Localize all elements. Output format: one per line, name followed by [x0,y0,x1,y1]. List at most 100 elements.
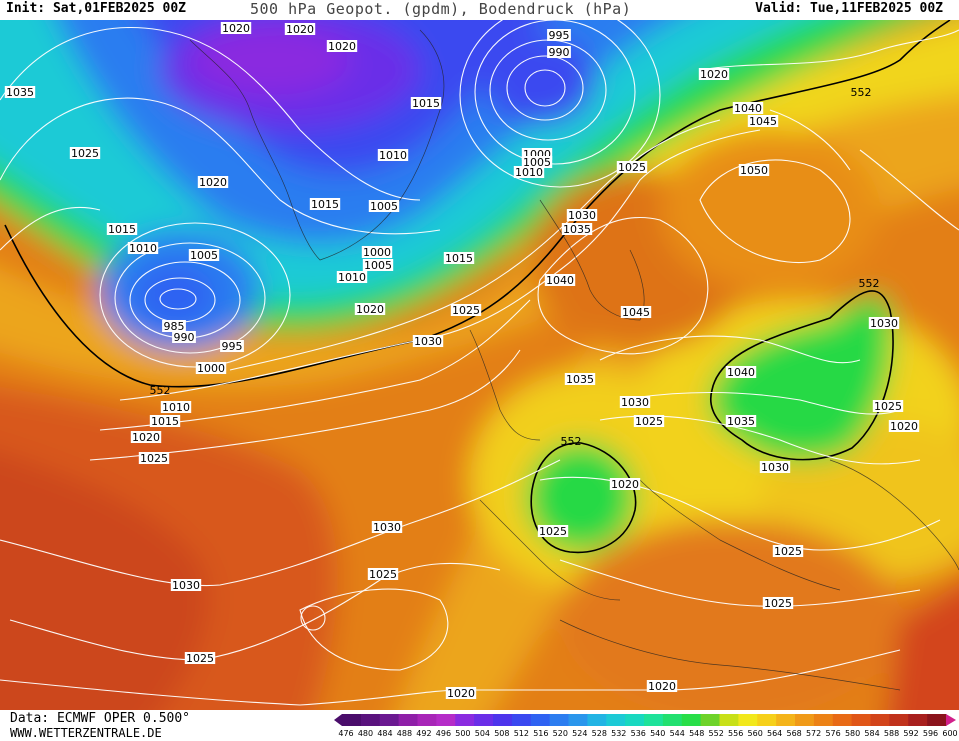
colorbar-tick-label: 532 [611,729,627,738]
pressure-label-text: 1005 [523,156,551,169]
colorbar-tick-label: 520 [552,729,568,738]
isobars [0,20,959,706]
pressure-label: 1005 [368,200,400,213]
pressure-label-text: 1020 [611,478,639,491]
pressure-label: 1020 [197,176,229,189]
colorbar-segment [474,714,494,726]
colorbar-tick-label: 508 [494,729,510,738]
data-source: Data: ECMWF OPER 0.500° [10,711,191,726]
pressure-label: 1010 [127,242,159,255]
height-label: 552 [150,384,171,397]
pressure-label-text: 1020 [328,40,356,53]
colorbar-tick-label: 568 [786,729,802,738]
pressure-label: 1005 [362,259,394,272]
colorbar-tick-label: 540 [650,729,666,738]
pressure-label: 1030 [868,317,900,330]
pressure-label-text: 1025 [71,147,99,160]
colorbar-tick-label: 584 [864,729,880,738]
height-label: 552 [561,435,582,448]
height-label: 552 [851,86,872,99]
colorbar-tick-label: 516 [533,729,549,738]
pressure-label: 1035 [564,373,596,386]
pressure-label: 995 [547,29,571,42]
colorbar-segment [436,714,456,726]
pressure-label-text: 1010 [379,149,407,162]
pressure-label: 1020 [445,687,477,700]
pressure-label: 1030 [566,209,598,222]
pressure-label-text: 1015 [445,252,473,265]
pressure-label-text: 1025 [539,525,567,538]
height-label: 552 [859,277,880,290]
colorbar-segment [927,714,947,726]
pressure-label-text: 1030 [568,209,596,222]
colorbar-segment [379,714,400,726]
pressure-label-text: 1005 [190,249,218,262]
colorbar-segment [417,714,437,726]
colorbar-segment [851,714,871,726]
pressure-label: 1020 [326,40,358,53]
colorbar-tick-label: 576 [825,729,841,738]
colorbar-segment [568,714,588,726]
pressure-label: 1025 [69,147,101,160]
chart-title: 500 hPa Geopot. (gpdm), Bodendruck (hPa) [250,0,632,18]
pressure-label-text: 995 [222,340,243,353]
pressure-label-text: 1015 [108,223,136,236]
colorbar-segment [908,714,928,726]
colorbar-segment [644,714,664,726]
pressure-label-text: 990 [549,46,570,59]
pressure-label: 1020 [130,431,162,444]
pressure-label: 1020 [220,22,252,35]
geopotential-field [0,20,959,710]
pressure-label-text: 1010 [129,242,157,255]
pressure-label: 1025 [772,545,804,558]
colorbar-segment [511,714,532,726]
colorbar-tick-label: 476 [338,729,354,738]
colorbar-min-arrow [334,714,342,726]
weather-map: 552 552 552 552 1020 1020 1020 995 990 1020 1035 1… [0,20,959,710]
colorbar-tick-label: 572 [805,729,822,738]
colorbar-tick-label: 560 [747,729,763,738]
pressure-label: 1030 [412,335,444,348]
colorbar-tick-label: 512 [513,729,529,738]
colorbar-segment [455,714,475,726]
pressure-label: 990 [547,46,571,59]
colorbar-tick-label: 548 [689,729,705,738]
pressure-label: 1005 [188,249,220,262]
pressure-label: 1025 [367,568,399,581]
pressure-label-text: 1050 [740,164,768,177]
pressure-label-text: 1025 [369,568,397,581]
colorbar-segment [662,714,683,726]
pressure-label: 1010 [336,271,368,284]
height-label-text: 552 [561,435,582,448]
pressure-label: 1025 [537,525,569,538]
pressure-label: 1025 [633,415,665,428]
colorbar-labels: 476 480 484 488 492 496 500 504 508 512 516 520 524 5… [338,729,957,741]
pressure-label-text: 1045 [622,306,650,319]
pressure-label-text: 1020 [700,68,728,81]
colorbar-tick-label: 524 [572,729,588,738]
pressure-label-text: 995 [549,29,570,42]
pressure-label-text: 1045 [749,115,777,128]
pressure-label-text: 1010 [338,271,366,284]
pressure-label: 1010 [160,401,192,414]
pressure-label-text: 1035 [563,223,591,236]
pressure-label-text: 1005 [364,259,392,272]
colorbar-segment [700,714,720,726]
colorbar-tick-label: 496 [435,729,452,738]
pressure-label-text: 1020 [356,303,384,316]
colorbar-tick-label: 556 [728,729,744,738]
pressure-label-text: 1025 [618,161,646,174]
pressure-label: 1035 [725,415,757,428]
colorbar-segment [625,714,645,726]
pressure-label-text: 1020 [447,687,475,700]
pressure-label-text: 1020 [199,176,227,189]
pressure-label-text: 1025 [764,597,792,610]
colorbar-tick-label: 592 [903,729,919,738]
colorbar-segment [832,714,853,726]
colorbar-tick-label: 504 [474,729,491,738]
pressure-label: 1015 [410,97,442,110]
colorbar-tick-label: 488 [396,729,413,738]
pressure-label-text: 1035 [566,373,594,386]
